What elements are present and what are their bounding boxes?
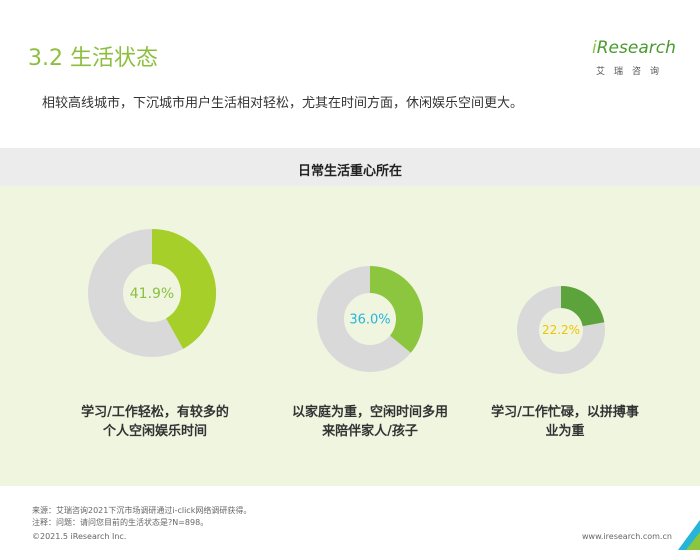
logo-brand: iResearch [592, 38, 676, 58]
donut-value-label: 41.9% [130, 286, 174, 302]
page-title: 3.2 生活状态 [28, 46, 158, 71]
donut-caption: 学习/工作忙碌，以拼搏事 业为重 [491, 405, 639, 439]
donut-caption: 学习/工作轻松，有较多的 个人空闲娱乐时间 [81, 405, 229, 439]
copyright: ©2021.5 iResearch Inc. [32, 532, 127, 541]
section-heading: 日常生活重心所在 [297, 164, 402, 179]
page-subtitle: 相较高线城市，下沉城市用户生活相对轻松，尤其在时间方面，休闲娱乐空间更大。 [42, 96, 524, 111]
corner-decoration [678, 520, 700, 550]
donut-caption: 以家庭为重，空闲时间多用 来陪伴家人/孩子 [291, 405, 448, 439]
donut-value-label: 36.0% [349, 313, 390, 328]
donut-segment [369, 266, 423, 353]
footer-note: 注释：问题：请问您目前的生活状态是?N=898。 [32, 518, 209, 527]
iresearch-logo: iResearch 艾瑞咨询 [588, 34, 684, 82]
donut-value-label: 22.2% [542, 323, 580, 337]
section-header-band: 日常生活重心所在 [0, 148, 700, 186]
donut-segment [560, 286, 605, 327]
donut-segment [151, 229, 216, 349]
logo-subtitle: 艾瑞咨询 [596, 67, 669, 77]
footer-source: 来源：艾瑞咨询2021下沉市场调研通过i-click网络调研获得。 [32, 506, 252, 515]
donut-charts: 41.9% 36.0% 22.2% [88, 229, 605, 374]
footer-notes: 来源：艾瑞咨询2021下沉市场调研通过i-click网络调研获得。 注释：问题：… [32, 505, 251, 529]
website-link[interactable]: www.iresearch.com.cn [582, 532, 672, 541]
